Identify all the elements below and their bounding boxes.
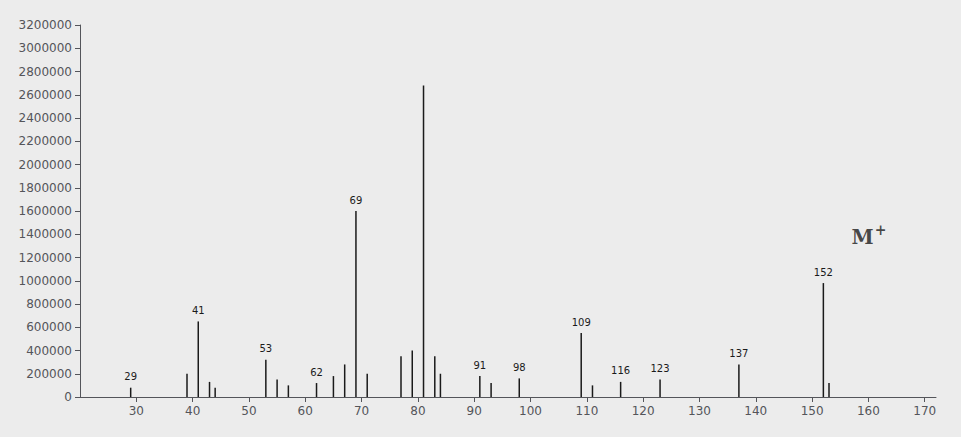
svg-text:90: 90: [467, 404, 482, 418]
svg-text:3200000: 3200000: [19, 18, 72, 32]
svg-text:30: 30: [129, 404, 144, 418]
svg-text:98: 98: [513, 362, 526, 373]
svg-text:M: M: [852, 225, 874, 249]
svg-text:29: 29: [124, 371, 137, 382]
svg-text:62: 62: [310, 367, 323, 378]
svg-text:200000: 200000: [26, 367, 72, 381]
svg-text:170: 170: [913, 404, 936, 418]
svg-text:91: 91: [473, 360, 486, 371]
svg-text:400000: 400000: [26, 344, 72, 358]
svg-text:40: 40: [185, 404, 200, 418]
svg-text:3000000: 3000000: [19, 41, 72, 55]
svg-text:152: 152: [814, 267, 833, 278]
svg-text:2000000: 2000000: [19, 158, 72, 172]
svg-text:1400000: 1400000: [19, 227, 72, 241]
svg-text:110: 110: [575, 404, 598, 418]
svg-text:50: 50: [241, 404, 256, 418]
svg-text:116: 116: [611, 365, 630, 376]
svg-text:80: 80: [410, 404, 425, 418]
svg-text:2800000: 2800000: [19, 65, 72, 79]
svg-text:130: 130: [688, 404, 711, 418]
svg-text:69: 69: [350, 195, 363, 206]
svg-text:+: +: [875, 222, 887, 238]
svg-text:100: 100: [519, 404, 542, 418]
svg-text:109: 109: [572, 317, 591, 328]
svg-text:150: 150: [801, 404, 824, 418]
svg-text:800000: 800000: [26, 297, 72, 311]
svg-text:1000000: 1000000: [19, 274, 72, 288]
svg-text:2600000: 2600000: [19, 88, 72, 102]
svg-text:70: 70: [354, 404, 369, 418]
svg-text:1200000: 1200000: [19, 251, 72, 265]
svg-text:0: 0: [64, 390, 72, 404]
svg-text:1600000: 1600000: [19, 204, 72, 218]
svg-text:120: 120: [632, 404, 655, 418]
svg-text:160: 160: [857, 404, 880, 418]
svg-text:1800000: 1800000: [19, 181, 72, 195]
svg-text:2400000: 2400000: [19, 111, 72, 125]
svg-text:41: 41: [192, 305, 205, 316]
svg-text:123: 123: [651, 363, 670, 374]
svg-text:137: 137: [729, 348, 748, 359]
svg-text:2200000: 2200000: [19, 134, 72, 148]
svg-text:60: 60: [298, 404, 313, 418]
svg-text:600000: 600000: [26, 320, 72, 334]
svg-text:140: 140: [744, 404, 767, 418]
svg-text:53: 53: [259, 343, 272, 354]
